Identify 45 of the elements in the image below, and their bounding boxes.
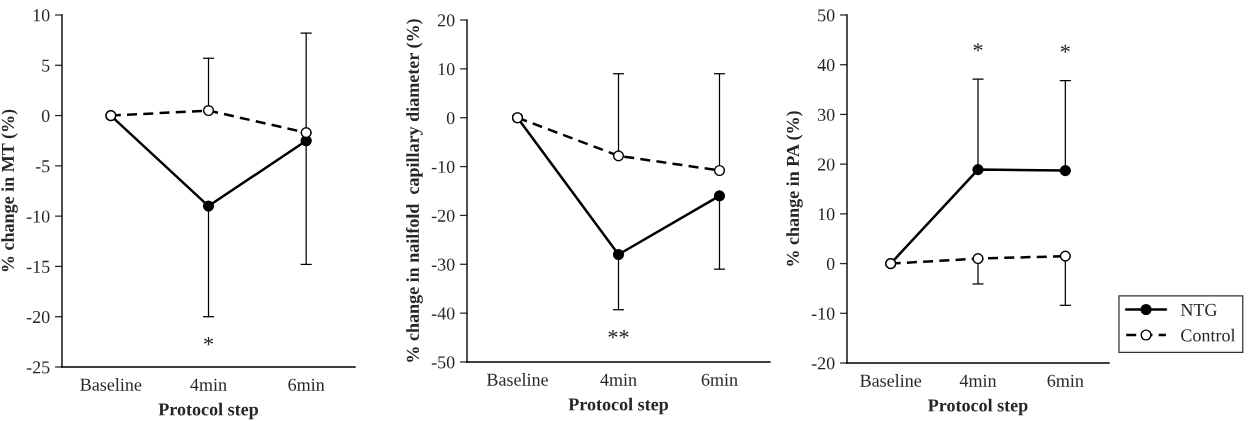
y-axis-title: % change in PA (%) bbox=[786, 111, 803, 266]
y-tick-label: 0 bbox=[826, 257, 835, 271]
annotation: * bbox=[1060, 44, 1070, 53]
y-tick-label: -20 bbox=[811, 357, 835, 370]
y-axis-title: % change in nailfold capillary diameter (%) bbox=[406, 19, 423, 362]
y-tick-label: 10 bbox=[33, 9, 50, 22]
x-tick-label: Baseline bbox=[486, 373, 548, 386]
y-tick-label: -50 bbox=[431, 356, 455, 369]
y-tick-label: -25 bbox=[26, 361, 50, 374]
y-tick-label: 20 bbox=[437, 14, 455, 27]
x-tick-label: 4min bbox=[600, 373, 637, 386]
y-tick-label: -10 bbox=[26, 210, 50, 223]
y-tick-label: -20 bbox=[26, 310, 50, 324]
y-tick-label: -10 bbox=[431, 160, 455, 174]
x-tick-label: Baseline bbox=[860, 374, 922, 387]
y-tick-label: -40 bbox=[431, 307, 455, 320]
y-tick-label: -15 bbox=[26, 260, 50, 273]
y-tick-label: -30 bbox=[431, 258, 455, 271]
y-tick-label: -5 bbox=[35, 160, 50, 173]
y-tick-label: 5 bbox=[42, 59, 50, 72]
annotation: ** bbox=[608, 330, 629, 339]
y-tick-label: -20 bbox=[431, 209, 455, 222]
y-tick-label: 40 bbox=[817, 58, 835, 72]
legend-label: NTG bbox=[1180, 303, 1217, 316]
y-tick-label: 20 bbox=[817, 158, 835, 171]
x-tick-label: 6min bbox=[288, 378, 325, 391]
y-tick-label: 0 bbox=[41, 109, 50, 123]
y-tick-label: -10 bbox=[811, 307, 835, 320]
y-tick-label: 10 bbox=[818, 208, 835, 221]
x-tick-label: 6min bbox=[1047, 374, 1084, 387]
annotation: * bbox=[973, 43, 983, 52]
y-tick-label: 30 bbox=[818, 108, 835, 121]
x-axis-title: Protocol step bbox=[158, 402, 258, 420]
y-axis-title: % change in MT (%) bbox=[1, 109, 18, 272]
y-tick-label: 10 bbox=[438, 63, 455, 76]
legend-label: Control bbox=[1181, 328, 1236, 342]
x-tick-label: Baseline bbox=[80, 378, 142, 391]
annotation: * bbox=[204, 337, 213, 346]
x-axis-title: Protocol step bbox=[568, 397, 668, 415]
x-tick-label: 4min bbox=[959, 374, 997, 387]
x-tick-label: 4min bbox=[190, 378, 227, 391]
x-tick-label: 6min bbox=[701, 373, 738, 386]
y-tick-label: 50 bbox=[818, 9, 835, 22]
y-tick-label: 0 bbox=[446, 111, 455, 125]
x-axis-title: Protocol step bbox=[928, 398, 1028, 416]
